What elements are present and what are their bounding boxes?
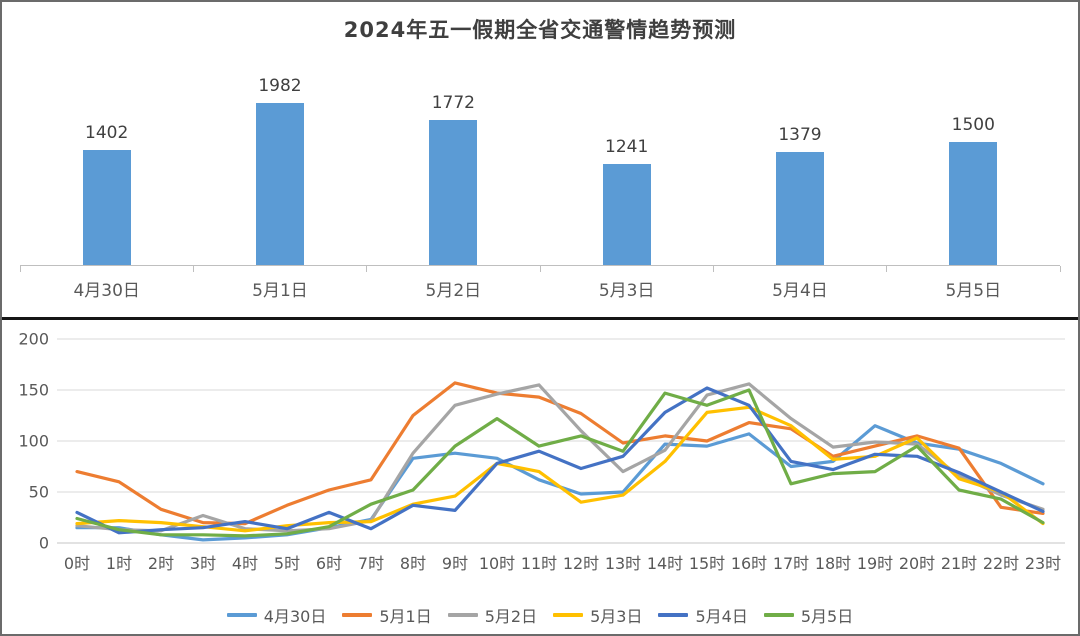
line-series-5月1日 (75, 381, 1045, 526)
x-tick-label: 14时 (647, 554, 683, 573)
bar-data-label: 1500 (951, 115, 995, 135)
chart-title: 2024年五一假期全省交通警情趋势预测 (343, 18, 737, 42)
line-series-5月2日 (75, 382, 1045, 533)
x-tick-label: 16时 (731, 554, 767, 573)
bar-x-label: 5月4日 (772, 281, 828, 301)
x-tick-label: 4时 (232, 554, 258, 573)
line-series-5月4日 (75, 386, 1045, 535)
legend-swatch (226, 613, 257, 617)
x-tick-label: 15时 (689, 554, 725, 573)
line-series-5月5日 (75, 388, 1045, 538)
bar-category: 1379 (713, 2, 886, 265)
x-tick-label: 0时 (64, 554, 90, 573)
legend-swatch (763, 613, 794, 617)
legend-swatch (553, 613, 584, 617)
axis-tick (539, 266, 541, 272)
bar-category: 1772 (367, 2, 540, 265)
x-tick-label: 7时 (358, 554, 384, 573)
legend-item-5月5日: 5月5日 (763, 603, 854, 627)
x-tick-label: 2时 (148, 554, 174, 573)
axis-tick (366, 266, 368, 272)
y-tick-label: 200 (18, 330, 49, 349)
legend-label: 5月2日 (484, 607, 538, 626)
legend-label: 5月4日 (695, 607, 748, 626)
bar-data-label: 1772 (431, 93, 475, 113)
x-tick-label: 6时 (316, 554, 342, 573)
bar-5月2日 (429, 120, 478, 265)
bar-data-label: 1241 (605, 137, 649, 157)
line-chart-panel: 0 50 100 150 200 0时 1时 2时 3时 4时 5时 6时 7时 8时 9时 10时 11时 12… (2, 320, 1078, 634)
legend-item-5月3日: 5月3日 (553, 603, 642, 627)
legend-label: 5月1日 (379, 607, 432, 626)
bar-chart-panel: 2024年五一假期全省交通警情趋势预测 1402 1982 1772 1241 1379… (2, 2, 1078, 317)
bar-category: 1241 (540, 2, 713, 265)
bar-5月5日 (949, 142, 998, 265)
line-plot-area: 0 50 100 150 200 0时 1时 2时 3时 4时 5时 6时 7时 8时 9时 10时 11时 12… (18, 330, 1065, 573)
x-tick-label: 12时 (563, 554, 599, 573)
bar-5月4日 (775, 152, 824, 265)
x-tick-label: 17时 (773, 554, 809, 573)
x-tick-label: 18时 (815, 554, 851, 573)
bar-4月30日 (82, 150, 131, 265)
line-series-5月3日 (75, 405, 1045, 533)
y-tick-label: 0 (39, 534, 49, 553)
axis-tick (1059, 266, 1061, 272)
x-tick-label: 9时 (442, 554, 468, 573)
panel-divider (2, 317, 1078, 320)
legend-label: 5月3日 (590, 607, 643, 626)
y-tick-label: 50 (29, 483, 49, 502)
bar-x-label: 5月1日 (252, 281, 308, 301)
x-tick-label: 11时 (521, 554, 557, 573)
x-tick-label: 3时 (190, 554, 216, 573)
axis-tick (19, 266, 21, 272)
bar-x-label: 4月30日 (73, 281, 140, 301)
bar-data-label: 1379 (778, 125, 822, 145)
legend-label: 4月30日 (263, 607, 327, 626)
line-chart-legend: 4月30日 5月1日 5月2日 5月3日 5月4日 5月5日 (2, 602, 1078, 628)
bar-plot-area: 1402 1982 1772 1241 1379 1500 (20, 2, 1060, 265)
legend-swatch (342, 613, 373, 617)
legend-item-5月2日: 5月2日 (447, 603, 538, 627)
x-tick-label: 20时 (899, 554, 935, 573)
axis-tick (886, 266, 888, 272)
axis-tick (192, 266, 194, 272)
bar-5月3日 (602, 164, 651, 265)
y-tick-label: 150 (18, 381, 49, 400)
x-tick-label: 19时 (857, 554, 893, 573)
x-tick-label: 8时 (400, 554, 426, 573)
legend-swatch (447, 613, 478, 617)
legend-item-4月30日: 4月30日 (226, 603, 327, 627)
x-tick-label: 1时 (106, 554, 132, 573)
legend-swatch (658, 613, 689, 617)
x-tick-label: 22时 (983, 554, 1019, 573)
bar-category: 1500 (887, 2, 1060, 265)
legend-label: 5月5日 (800, 607, 854, 626)
x-tick-label: 5时 (274, 554, 300, 573)
legend-item-5月1日: 5月1日 (342, 603, 432, 627)
x-tick-label: 21时 (941, 554, 977, 573)
y-tick-label: 100 (18, 432, 49, 451)
bar-x-label: 5月2日 (425, 281, 482, 301)
bar-category: 1402 (20, 2, 193, 265)
bar-5月1日 (255, 103, 304, 265)
bar-x-label: 5月3日 (598, 281, 655, 301)
axis-tick (712, 266, 714, 272)
bar-x-label: 5月5日 (945, 281, 1002, 301)
x-tick-label: 23时 (1025, 554, 1061, 573)
legend-item-5月4日: 5月4日 (658, 603, 748, 627)
bar-x-axis-labels: 4月30日 5月1日 5月2日 5月3日 5月4日 5月5日 (20, 276, 1060, 301)
x-tick-label: 10时 (479, 554, 515, 573)
bar-category: 1982 (193, 2, 366, 265)
bar-data-label: 1982 (258, 76, 302, 96)
bar-x-axis-line (19, 265, 1061, 273)
x-tick-label: 13时 (605, 554, 641, 573)
bar-data-label: 1402 (85, 123, 129, 143)
